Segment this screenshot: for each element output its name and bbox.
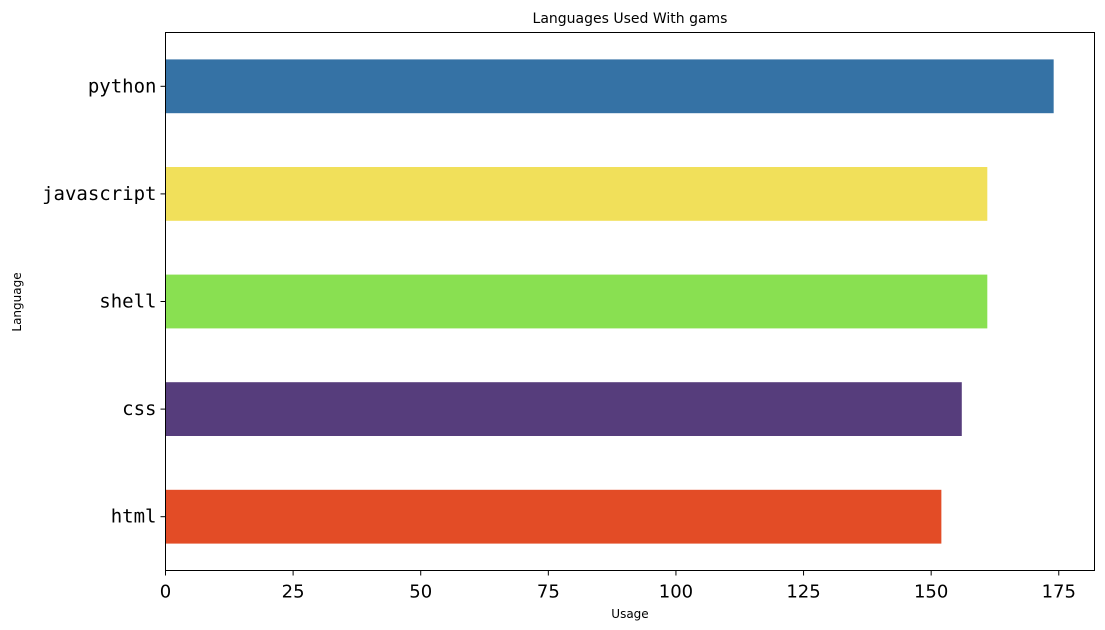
x-axis-label: Usage xyxy=(611,607,648,621)
y-tick-label: html xyxy=(111,506,157,528)
y-tick-label: python xyxy=(88,75,157,97)
x-tick-label: 100 xyxy=(659,582,693,603)
x-tick-label: 50 xyxy=(409,582,432,603)
x-tick-label: 150 xyxy=(914,582,948,603)
x-tick-label: 0 xyxy=(160,582,171,603)
y-axis-ticks: python javascript shell css html xyxy=(42,75,166,528)
bar-css xyxy=(165,382,962,436)
bar-javascript xyxy=(165,167,988,221)
y-tick-label: shell xyxy=(99,291,156,313)
bars-group xyxy=(165,59,1054,544)
x-tick-label: 175 xyxy=(1042,582,1076,603)
bar-shell xyxy=(165,274,988,329)
x-tick-label: 75 xyxy=(537,582,560,603)
x-tick-label: 25 xyxy=(282,582,305,603)
x-tick-label: 125 xyxy=(786,582,820,603)
bar-python xyxy=(165,59,1054,114)
x-axis-ticks: 0 25 50 75 100 125 150 175 xyxy=(160,570,1076,603)
y-tick-label: javascript xyxy=(42,183,156,205)
y-tick-label: css xyxy=(122,398,156,420)
y-axis-label: Language xyxy=(10,272,24,331)
bar-html xyxy=(165,489,942,544)
chart-title: Languages Used With gams xyxy=(533,11,728,27)
plot-frame xyxy=(165,32,1095,571)
